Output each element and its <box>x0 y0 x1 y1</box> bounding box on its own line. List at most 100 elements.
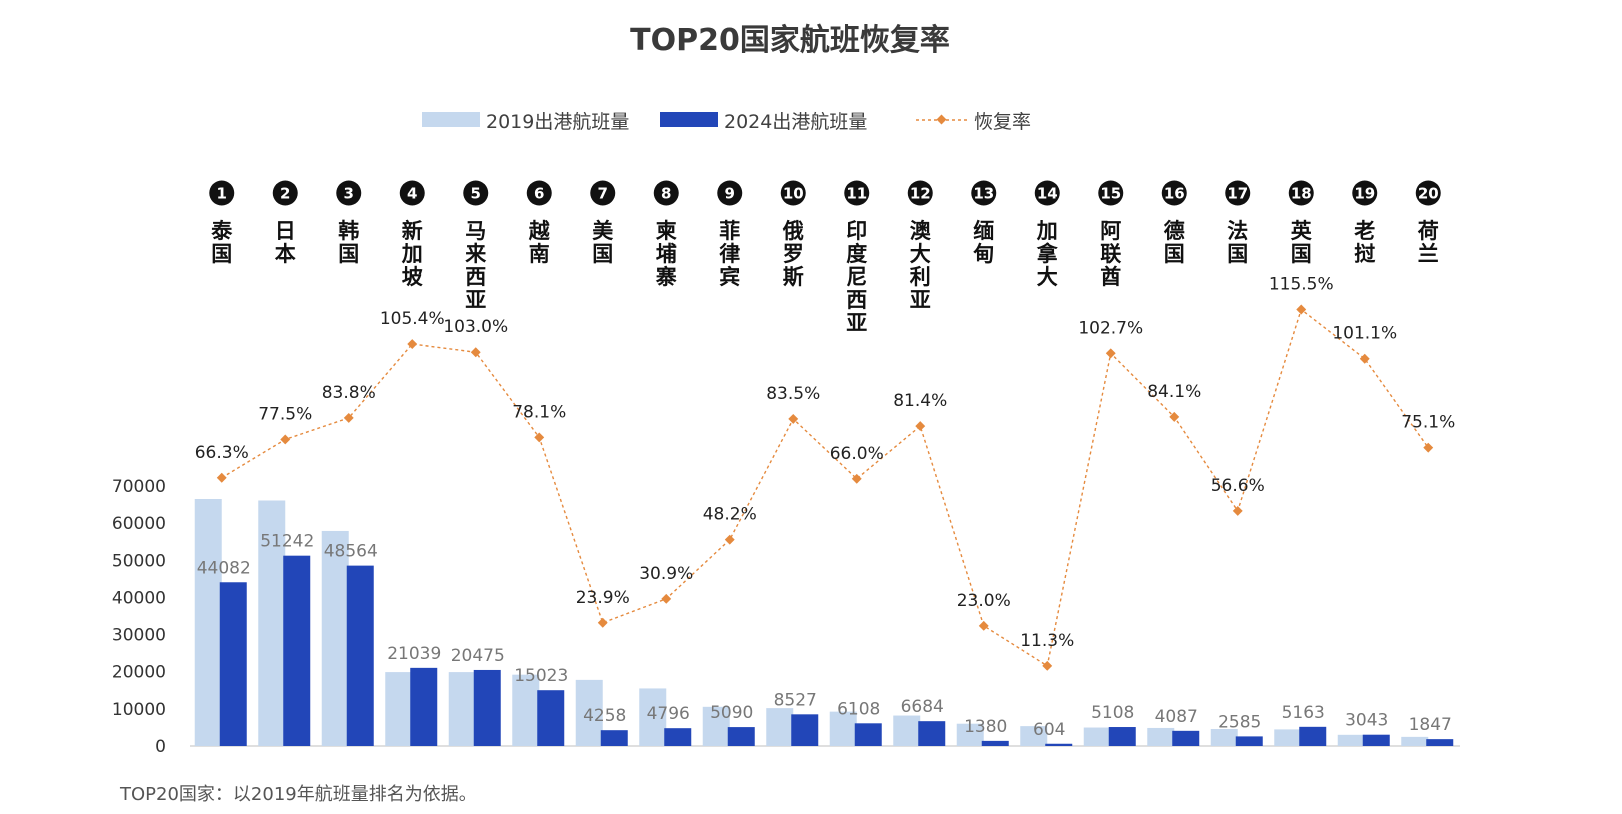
country-char-20-2: 兰 <box>1418 242 1439 266</box>
country-char-6-1: 越 <box>528 219 551 243</box>
bar-2019-10 <box>766 708 794 746</box>
data-label-2024-18: 5163 <box>1282 703 1325 723</box>
rank-badge-5 <box>463 180 489 206</box>
country-char-18-1: 英 <box>1291 219 1313 243</box>
rate-marker-3 <box>343 412 354 423</box>
rank-number-20: 20 <box>1418 185 1439 203</box>
rank-number-19: 19 <box>1354 185 1375 203</box>
country-char-12-3: 利 <box>910 265 931 289</box>
rank-number-12: 12 <box>910 185 931 203</box>
legend-swatch-2024 <box>660 112 718 127</box>
footnote: TOP20国家：以2019年航班量排名为依据。 <box>119 784 477 805</box>
country-char-1-1: 泰 <box>210 219 233 243</box>
rank-badge-13 <box>971 180 997 206</box>
country-char-6-2: 南 <box>529 242 550 266</box>
country-char-11-3: 尼 <box>846 265 867 289</box>
country-char-15-1: 阿 <box>1100 219 1121 243</box>
rate-label-1: 66.3% <box>195 443 249 463</box>
data-label-2024-2: 51242 <box>260 532 314 552</box>
country-char-12-4: 亚 <box>910 288 931 312</box>
data-label-2024-1: 44082 <box>197 558 251 578</box>
rank-badge-11 <box>844 180 870 206</box>
bar-2019-20 <box>1401 736 1429 746</box>
bar-2024-3 <box>346 565 374 746</box>
legend-marker-rate <box>936 114 947 125</box>
bar-2024-9 <box>727 727 755 746</box>
bar-2024-1 <box>219 582 247 746</box>
bar-2019-18 <box>1274 729 1302 746</box>
rate-label-17: 56.6% <box>1211 476 1265 496</box>
rank-number-10: 10 <box>783 185 804 203</box>
rate-label-2: 77.5% <box>258 404 312 424</box>
country-char-2-2: 本 <box>275 242 296 266</box>
y-tick-label: 20000 <box>112 663 166 683</box>
rate-marker-17 <box>1232 505 1243 516</box>
rate-marker-9 <box>724 534 735 545</box>
bar-2024-4 <box>410 667 438 746</box>
rate-marker-4 <box>407 339 418 349</box>
rate-label-12: 81.4% <box>893 391 947 411</box>
country-char-10-2: 罗 <box>783 242 804 266</box>
rank-badge-18 <box>1288 180 1314 206</box>
rank-number-11: 11 <box>846 185 867 203</box>
country-char-2-1: 日 <box>275 219 296 243</box>
rate-label-5: 103.0% <box>443 317 508 337</box>
country-char-10-3: 斯 <box>783 265 804 289</box>
rate-marker-1 <box>216 472 227 483</box>
data-label-2024-9: 5090 <box>710 703 753 723</box>
rank-badge-19 <box>1352 180 1378 206</box>
bar-2024-12 <box>918 721 946 746</box>
country-char-7-2: 国 <box>592 242 613 266</box>
data-label-2024-6: 15023 <box>514 666 568 686</box>
rate-label-13: 23.0% <box>957 591 1011 611</box>
bar-2019-12 <box>893 715 921 746</box>
country-char-3-1: 韩 <box>338 219 359 243</box>
country-char-1-2: 国 <box>211 242 232 266</box>
rank-number-13: 13 <box>973 185 994 203</box>
rate-label-6: 78.1% <box>512 402 566 422</box>
country-char-5-1: 马 <box>465 219 486 243</box>
rank-badge-1 <box>209 180 235 206</box>
rank-badge-2 <box>272 180 298 206</box>
country-char-10-1: 俄 <box>782 219 804 243</box>
rank-number-16: 16 <box>1164 185 1185 203</box>
bar-2019-14 <box>1020 726 1048 746</box>
data-label-2024-19: 3043 <box>1345 711 1388 731</box>
bar-2019-3 <box>321 530 349 746</box>
data-label-2024-8: 4796 <box>647 704 690 724</box>
country-char-13-1: 缅 <box>973 219 994 243</box>
country-char-12-1: 澳 <box>910 219 932 243</box>
bar-2024-14 <box>1045 743 1073 746</box>
data-label-2024-17: 2585 <box>1218 712 1261 732</box>
bar-2024-2 <box>283 555 311 746</box>
rate-marker-7 <box>597 617 608 628</box>
country-char-17-1: 法 <box>1227 219 1248 243</box>
bar-2019-19 <box>1337 734 1365 746</box>
bar-2019-17 <box>1210 729 1238 746</box>
bar-2019-13 <box>956 723 984 746</box>
data-label-2024-5: 20475 <box>451 646 505 666</box>
country-char-11-2: 度 <box>846 242 867 266</box>
rate-marker-14 <box>1042 660 1053 671</box>
rate-marker-11 <box>851 473 862 484</box>
country-char-11-4: 西 <box>846 288 867 312</box>
country-char-8-3: 寨 <box>656 265 677 289</box>
bar-2019-15 <box>1083 727 1111 746</box>
bar-2024-19 <box>1362 734 1390 746</box>
country-char-17-2: 国 <box>1227 242 1248 266</box>
rank-badge-4 <box>399 180 425 206</box>
rank-number-6: 6 <box>534 185 544 203</box>
country-char-8-1: 柬 <box>656 219 677 243</box>
bar-2024-20 <box>1426 739 1454 746</box>
country-char-8-2: 埔 <box>656 242 677 266</box>
country-char-4-1: 新 <box>402 219 423 243</box>
country-char-19-1: 老 <box>1354 219 1375 243</box>
country-char-16-1: 德 <box>1164 219 1185 243</box>
rate-label-16: 84.1% <box>1147 382 1201 402</box>
rank-number-3: 3 <box>344 185 354 203</box>
rate-label-11: 66.0% <box>830 444 884 464</box>
rank-number-9: 9 <box>725 185 735 203</box>
bar-2024-10 <box>791 714 819 746</box>
country-char-13-2: 甸 <box>972 242 994 266</box>
